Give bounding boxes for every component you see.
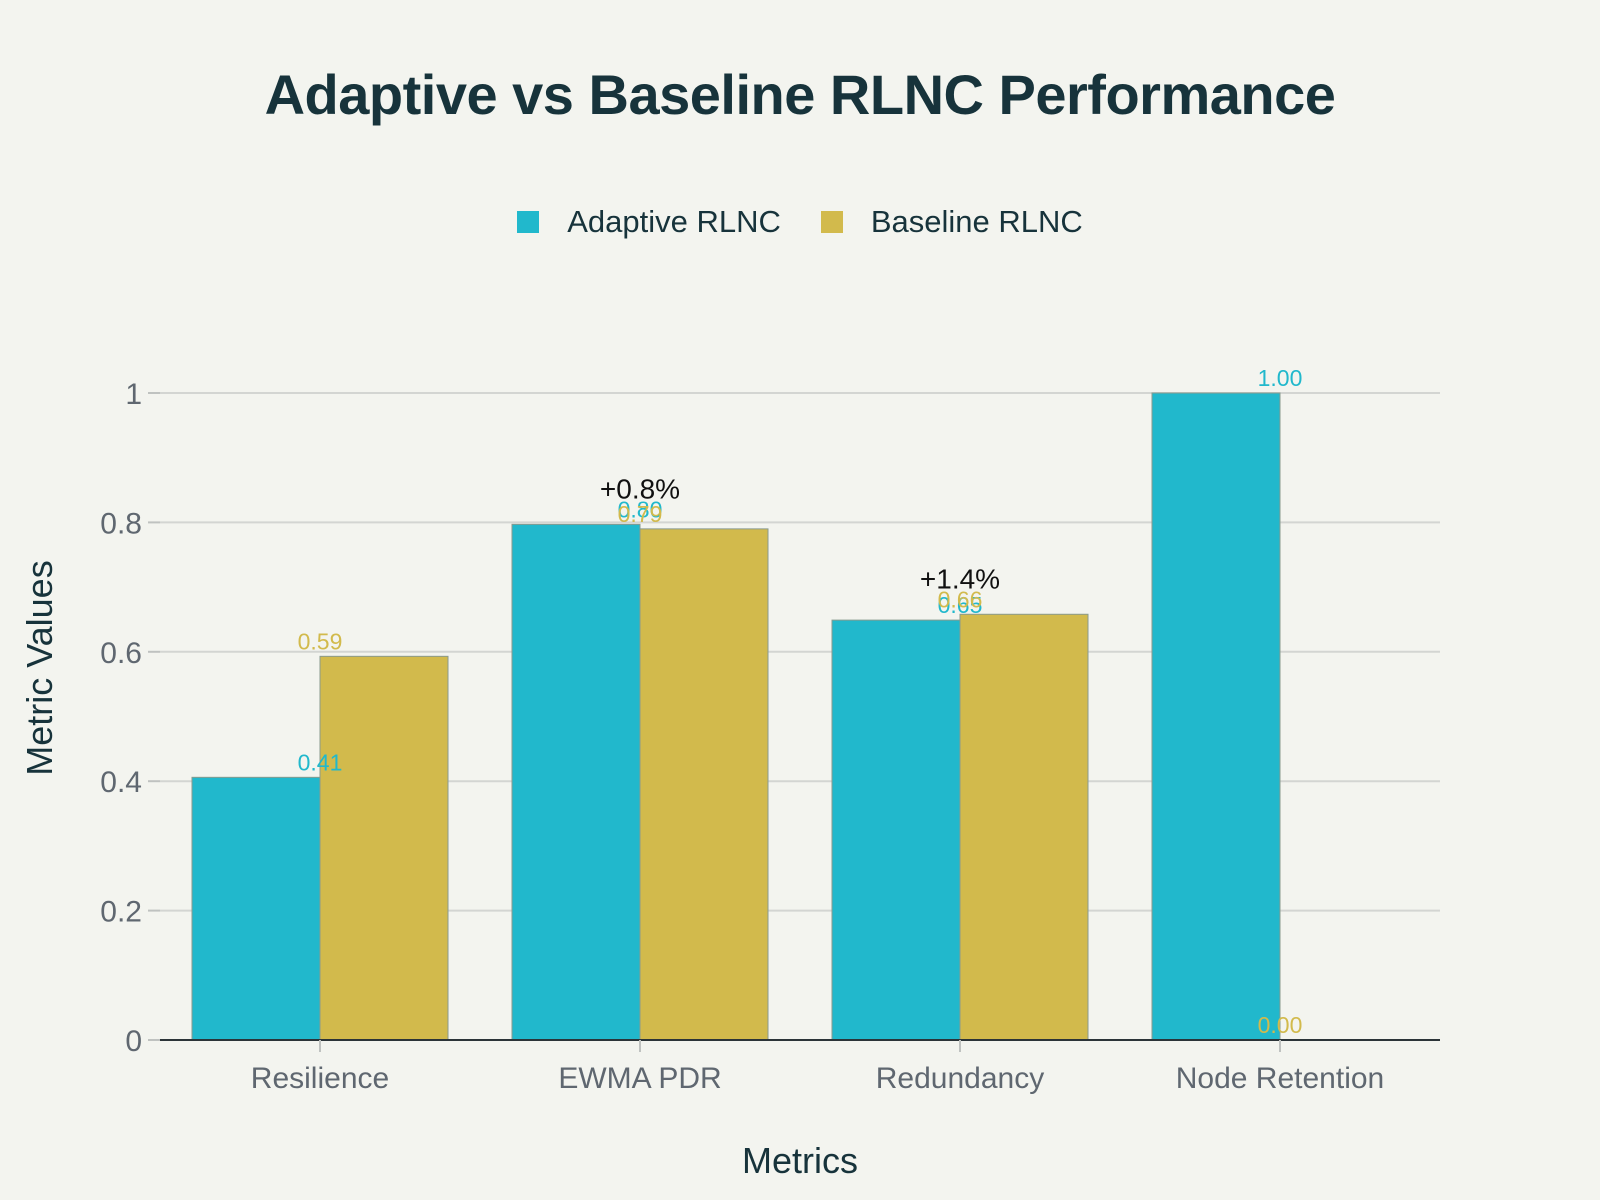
legend-swatch-baseline (820, 211, 843, 233)
data-label-adaptive: 0.65 (938, 592, 983, 618)
bar-baseline[interactable] (319, 655, 449, 1041)
legend-item-adaptive[interactable]: Adaptive RLNC (517, 204, 781, 240)
bars (191, 392, 1281, 1041)
legend-item-baseline[interactable]: Baseline RLNC (820, 204, 1083, 240)
bar-baseline[interactable] (639, 528, 769, 1041)
x-tick-label: Resilience (251, 1062, 389, 1095)
legend-label-adaptive: Adaptive RLNC (567, 204, 781, 239)
y-axis-title: Metric Values (19, 560, 60, 775)
data-labels: 0.41 0.59 0.800.79 0.650.66 1.00 0.00 +0.8% +1.… (298, 365, 1303, 1038)
x-tick-label: Redundancy (876, 1062, 1044, 1095)
x-tick-label: Node Retention (1176, 1062, 1384, 1095)
y-tick-label: 0.2 (100, 896, 142, 929)
y-tick-label: 1 (125, 378, 142, 411)
data-label-adaptive: 1.00 (1258, 365, 1303, 391)
percent-annotation: +0.8% (600, 473, 680, 504)
y-tick-label: 0.8 (100, 507, 142, 540)
bar-baseline[interactable] (959, 613, 1089, 1041)
x-tick-label: EWMA PDR (558, 1062, 721, 1095)
data-label-baseline: 0.66 (938, 586, 983, 612)
percent-annotation: +1.4% (920, 563, 1000, 594)
bar-adaptive[interactable] (1151, 392, 1281, 1041)
axes: 0 0.2 0.4 0.6 0.8 1 Resilience EWMA PDR Redundan… (100, 378, 1440, 1095)
x-axis-title: Metrics (742, 1140, 858, 1181)
bar-adaptive[interactable] (191, 776, 321, 1041)
bar-adaptive[interactable] (511, 523, 641, 1041)
y-tick-label: 0.4 (100, 766, 142, 799)
bar-adaptive[interactable] (831, 619, 961, 1041)
data-label-baseline: 0.79 (618, 501, 663, 527)
legend-label-baseline: Baseline RLNC (870, 204, 1083, 239)
legend: Adaptive RLNC Baseline RLNC (0, 204, 1600, 240)
legend-swatch-adaptive (517, 211, 540, 233)
y-tick-label: 0 (125, 1025, 142, 1058)
data-label-baseline: 0.59 (298, 628, 343, 654)
data-label-baseline: 0.00 (1258, 1012, 1303, 1038)
data-label-adaptive: 0.41 (298, 749, 343, 775)
data-label-adaptive: 0.80 (618, 496, 663, 522)
chart-title: Adaptive vs Baseline RLNC Performance (264, 63, 1336, 126)
y-tick-label: 0.6 (100, 637, 142, 670)
